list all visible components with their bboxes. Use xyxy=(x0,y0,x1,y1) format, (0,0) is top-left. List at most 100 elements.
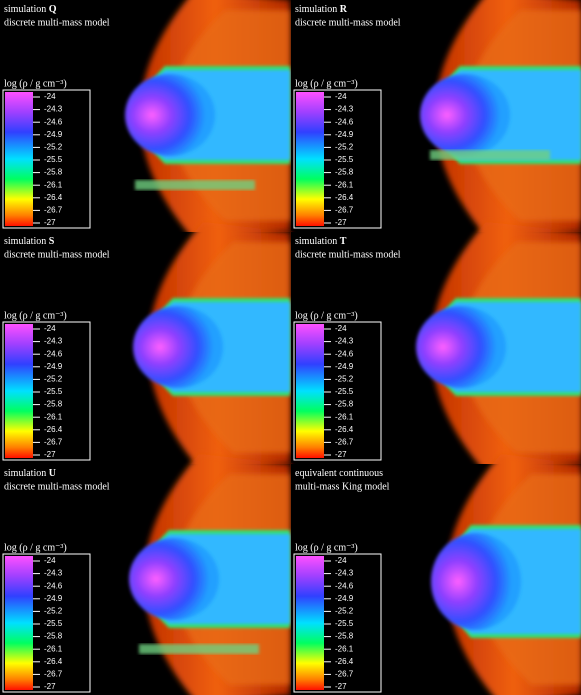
colorbar-tick-label: -25.2 xyxy=(335,143,354,152)
colorbar-tick-label: -25.2 xyxy=(44,607,63,616)
colorbar-tick-label: -24.6 xyxy=(44,349,63,358)
colorbar-tick-label: -26.7 xyxy=(335,206,354,215)
colorbar-tick-label: -27 xyxy=(335,218,347,227)
colorbar-tick-label: -26.1 xyxy=(44,412,63,421)
colorbar-tick-label: -24 xyxy=(44,324,56,333)
colorbar-tick-label: -24.9 xyxy=(44,130,63,139)
colorbar-tick-label: -25.2 xyxy=(44,143,63,152)
density-render xyxy=(420,0,581,241)
colorbar-tick-label: -24.6 xyxy=(44,581,63,590)
colorbar-scale xyxy=(296,324,324,458)
colorbar-tick-label: -26.7 xyxy=(44,670,63,679)
density-render xyxy=(431,454,581,695)
panel: equivalent continuous multi-mass King mod… xyxy=(291,454,581,695)
colorbar-tick-label: -26.7 xyxy=(44,438,63,447)
title-text: simulation xyxy=(4,468,46,479)
panel-subtitle: discrete multi-mass model xyxy=(4,17,110,28)
colorbar-tick-label: -24 xyxy=(44,92,56,101)
colorbar-tick-label: -26.7 xyxy=(335,438,354,447)
density-render xyxy=(416,222,581,473)
colorbar-tick-label: -25.2 xyxy=(335,375,354,384)
colorbar-tick-label: -25.5 xyxy=(335,387,354,396)
simulation-id: T xyxy=(340,236,347,247)
colorbar-tick-label: -24.3 xyxy=(335,337,354,346)
panel-title: equivalent continuous xyxy=(295,468,383,479)
colorbar-tick-label: -26.4 xyxy=(335,657,354,666)
colorbar-tick-label: -26.4 xyxy=(335,193,354,202)
colorbar-tick-label: -25.5 xyxy=(335,155,354,164)
title-text: equivalent continuous xyxy=(295,468,383,479)
simulation-id: R xyxy=(340,4,348,15)
colorbar-tick-label: -27 xyxy=(335,450,347,459)
colorbar-label: log (ρ / g cm⁻³) xyxy=(4,78,67,89)
colorbar-tick-label: -25.2 xyxy=(335,607,354,616)
colorbar-tick-label: -27 xyxy=(44,218,56,227)
colorbar-label: log (ρ / g cm⁻³) xyxy=(4,310,67,321)
colorbar-label: log (ρ / g cm⁻³) xyxy=(295,78,358,89)
colorbar-tick-label: -24.6 xyxy=(44,117,63,126)
dense-core xyxy=(416,306,506,388)
colorbar-tick-label: -24.6 xyxy=(335,581,354,590)
title-text: simulation xyxy=(4,4,46,15)
colorbar-tick-label: -26.1 xyxy=(335,644,354,653)
colorbar-label: log (ρ / g cm⁻³) xyxy=(4,542,67,553)
colorbar-scale xyxy=(5,92,33,226)
colorbar-tick-label: -25.8 xyxy=(44,632,63,641)
colorbar-tick-label: -26.4 xyxy=(335,425,354,434)
colorbar-scale xyxy=(5,324,33,458)
colorbar-tick-label: -24.3 xyxy=(44,105,63,114)
colorbar-tick-label: -24.9 xyxy=(44,594,63,603)
stream xyxy=(135,180,255,190)
colorbar-tick-label: -26.7 xyxy=(335,670,354,679)
colorbar-scale xyxy=(5,556,33,690)
colorbar-tick-label: -26.1 xyxy=(44,644,63,653)
density-render xyxy=(129,454,290,695)
stream xyxy=(139,644,259,654)
panel-subtitle: discrete multi-mass model xyxy=(295,17,401,28)
colorbar-scale xyxy=(296,92,324,226)
colorbar-tick-label: -25.8 xyxy=(335,400,354,409)
dense-core xyxy=(125,74,215,156)
colorbar-tick-label: -26.1 xyxy=(335,180,354,189)
density-render xyxy=(133,222,290,473)
colorbar-tick-label: -24.9 xyxy=(335,594,354,603)
panel: simulation U discrete multi-mass model log… xyxy=(0,454,290,695)
colorbar-tick-label: -25.5 xyxy=(44,387,63,396)
colorbar-tick-label: -25.8 xyxy=(44,400,63,409)
colorbar-tick-label: -26.1 xyxy=(44,180,63,189)
colorbar-tick-label: -24 xyxy=(335,92,347,101)
panel-subtitle: discrete multi-mass model xyxy=(4,481,110,492)
panel: simulation R discrete multi-mass model log… xyxy=(291,0,581,241)
colorbar-tick-label: -25.8 xyxy=(44,168,63,177)
simulation-id: S xyxy=(49,236,55,247)
dense-core xyxy=(420,74,510,156)
colorbar-tick-label: -27 xyxy=(44,450,56,459)
colorbar-tick-label: -24.9 xyxy=(335,130,354,139)
colorbar-tick-label: -24 xyxy=(335,556,347,565)
simulation-id: Q xyxy=(49,4,57,15)
title-text: simulation xyxy=(4,236,46,247)
dense-core xyxy=(129,538,219,620)
colorbar-tick-label: -27 xyxy=(44,682,56,691)
colorbar-tick-label: -26.4 xyxy=(44,193,63,202)
panel-title: simulation U xyxy=(4,468,56,479)
panel-title: simulation R xyxy=(295,4,348,15)
colorbar-tick-label: -25.5 xyxy=(44,155,63,164)
colorbar-tick-label: -24 xyxy=(44,556,56,565)
density-render xyxy=(125,0,290,241)
colorbar-tick-label: -24.6 xyxy=(335,349,354,358)
stream xyxy=(430,150,550,160)
colorbar-label: log (ρ / g cm⁻³) xyxy=(295,310,358,321)
panel-subtitle: multi-mass King model xyxy=(295,481,390,492)
panel-title: simulation Q xyxy=(4,4,57,15)
colorbar-tick-label: -26.7 xyxy=(44,206,63,215)
panel-subtitle: discrete multi-mass model xyxy=(295,249,401,260)
colorbar-tick-label: -24.3 xyxy=(44,337,63,346)
colorbar-tick-label: -27 xyxy=(335,682,347,691)
colorbar-tick-label: -24.6 xyxy=(335,117,354,126)
colorbar-tick-label: -25.5 xyxy=(335,619,354,628)
colorbar-tick-label: -24.3 xyxy=(335,105,354,114)
